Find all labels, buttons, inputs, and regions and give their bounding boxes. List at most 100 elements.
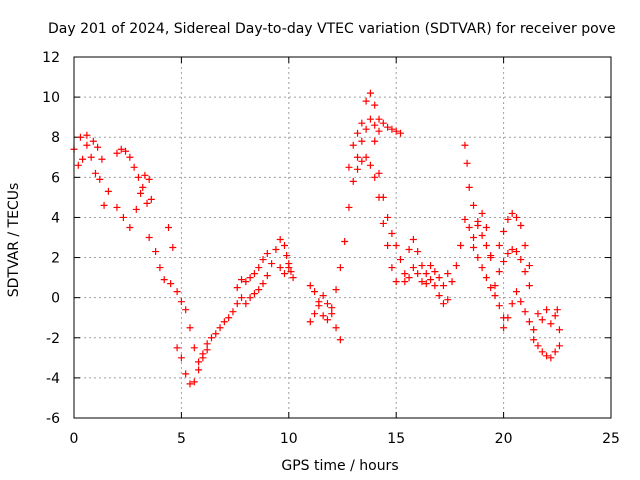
data-point <box>354 153 362 161</box>
data-point <box>504 215 512 223</box>
data-point <box>487 284 495 292</box>
data-point <box>156 264 164 272</box>
data-point <box>512 288 520 296</box>
data-point <box>555 326 563 334</box>
data-point <box>167 280 175 288</box>
data-point <box>396 129 404 137</box>
data-point <box>543 306 551 314</box>
data-point <box>143 199 151 207</box>
data-point <box>306 318 314 326</box>
data-point <box>268 260 276 268</box>
data-point <box>345 203 353 211</box>
data-point <box>470 244 478 252</box>
data-point <box>332 286 340 294</box>
y-tick-label: -6 <box>46 411 60 427</box>
data-point <box>203 346 211 354</box>
data-point <box>379 193 387 201</box>
y-tick-label: 8 <box>51 130 60 146</box>
data-point <box>98 155 106 163</box>
data-point <box>375 115 383 123</box>
data-point <box>470 201 478 209</box>
data-point <box>250 290 258 298</box>
data-point <box>521 242 529 250</box>
data-point <box>141 171 149 179</box>
data-point <box>465 223 473 231</box>
y-tick-label: 2 <box>51 251 60 267</box>
data-point <box>319 312 327 320</box>
data-point <box>463 159 471 167</box>
data-point <box>130 163 138 171</box>
data-point <box>220 318 228 326</box>
data-point <box>173 288 181 296</box>
data-point <box>332 324 340 332</box>
data-point <box>521 268 529 276</box>
data-point <box>418 262 426 270</box>
data-point <box>396 256 404 264</box>
data-point <box>435 274 443 282</box>
data-point <box>538 316 546 324</box>
data-point <box>495 242 503 250</box>
data-point <box>427 276 435 284</box>
data-point <box>345 163 353 171</box>
data-point <box>371 101 379 109</box>
data-point <box>96 175 104 183</box>
data-point <box>474 254 482 262</box>
data-point <box>362 125 370 133</box>
data-point <box>272 246 280 254</box>
data-point <box>195 366 203 374</box>
data-point <box>414 270 422 278</box>
data-point <box>182 306 190 314</box>
y-tick-label: 10 <box>42 90 60 106</box>
data-point <box>366 161 374 169</box>
data-point <box>287 268 295 276</box>
data-point <box>306 282 314 290</box>
data-point <box>336 264 344 272</box>
y-tick-label: -4 <box>46 371 60 387</box>
data-point <box>145 175 153 183</box>
data-point <box>362 97 370 105</box>
data-point <box>311 310 319 318</box>
data-point <box>263 250 271 258</box>
data-point <box>358 119 366 127</box>
data-point <box>379 219 387 227</box>
data-point <box>173 344 181 352</box>
data-point <box>439 282 447 290</box>
x-tick-label: 15 <box>387 431 405 447</box>
data-point <box>79 155 87 163</box>
data-point <box>134 173 142 181</box>
data-point <box>388 125 396 133</box>
data-point <box>504 314 512 322</box>
chart-title: Day 201 of 2024, Sidereal Day-to-day VTE… <box>48 21 616 37</box>
data-point <box>119 213 127 221</box>
data-point <box>242 278 250 286</box>
data-point <box>375 127 383 135</box>
data-point <box>255 286 263 294</box>
data-point <box>409 236 417 244</box>
data-point <box>512 213 520 221</box>
plot-frame <box>73 56 612 419</box>
data-point <box>401 270 409 278</box>
data-point <box>319 292 327 300</box>
x-tick-label: 5 <box>177 431 186 447</box>
data-point <box>448 278 456 286</box>
data-point <box>495 268 503 276</box>
data-point <box>534 310 542 318</box>
data-point <box>401 278 409 286</box>
data-point <box>470 234 478 241</box>
data-point <box>384 123 392 131</box>
data-point <box>521 308 529 316</box>
data-point <box>182 370 190 378</box>
data-point <box>190 378 198 386</box>
data-point <box>285 264 293 272</box>
data-point <box>388 229 396 237</box>
data-point <box>349 141 357 149</box>
data-point <box>203 340 211 348</box>
data-point <box>255 264 263 272</box>
data-point <box>238 294 246 302</box>
data-point <box>461 141 469 149</box>
data-point <box>89 137 97 145</box>
data-point <box>482 274 490 282</box>
data-point <box>465 183 473 191</box>
data-point <box>491 282 499 290</box>
axis-ticks: 0 5 10 15 20 25 -6 -4 -2 0 2 4 6 8 10 12 <box>42 50 620 447</box>
